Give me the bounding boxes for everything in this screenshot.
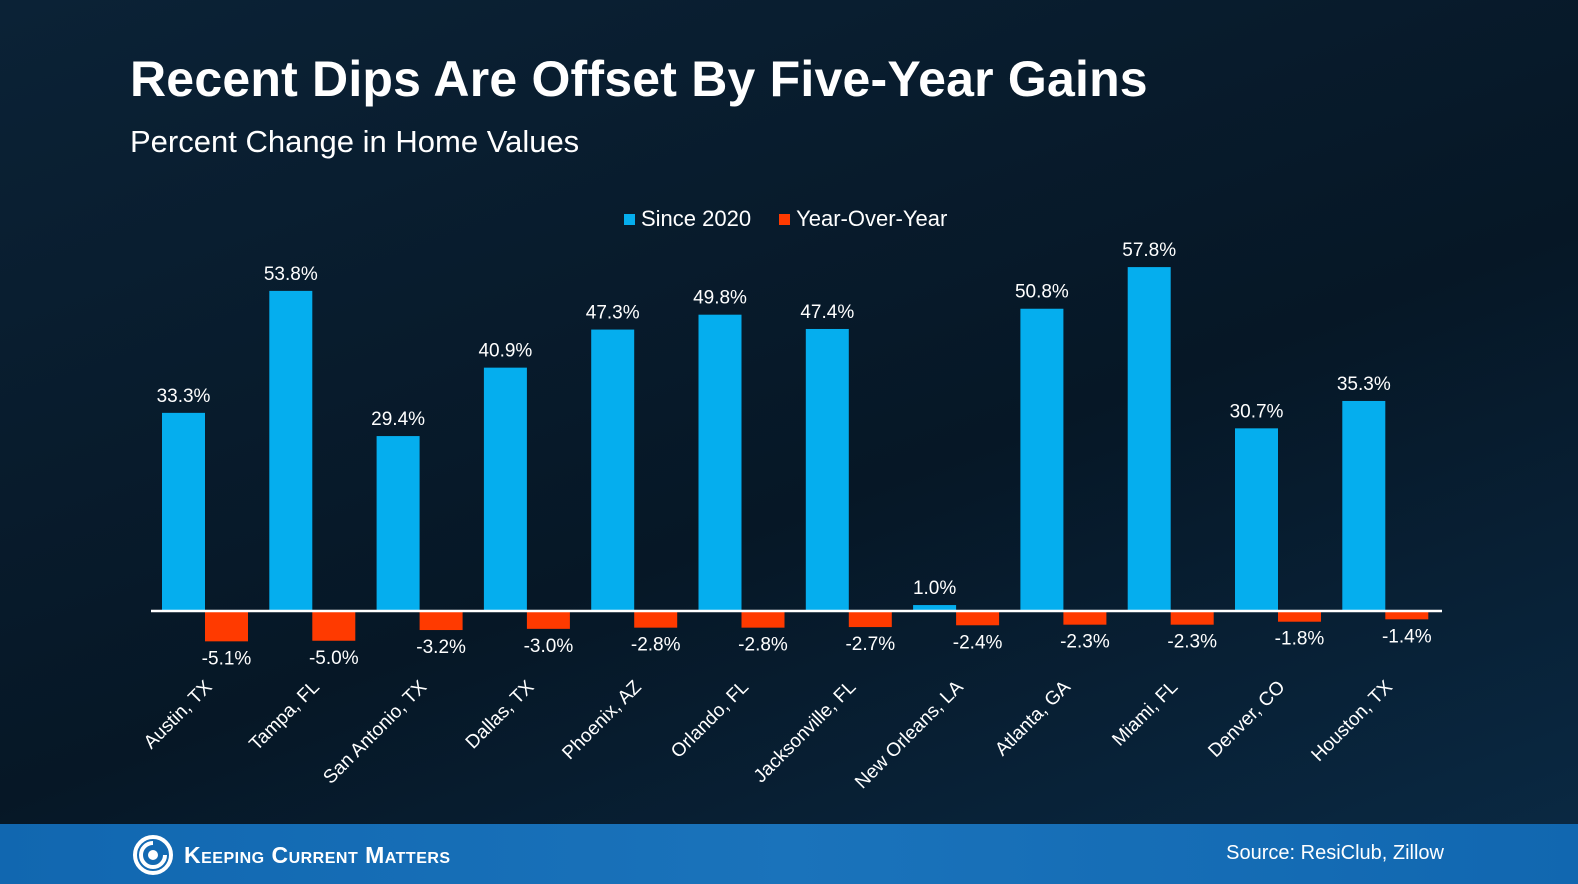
bar-yoy-phoenix-az [634,611,678,628]
x-tick-label-denver-co: Denver, CO [1204,677,1289,762]
x-tick-label-new-orleans-la: New Orleans, LA [851,676,968,793]
legend-label-since-2020: Since 2020 [641,206,752,231]
bar-since-2020-denver-co [1235,428,1278,611]
bar-yoy-tampa-fl [312,611,356,641]
bar-since-2020-tampa-fl [269,290,313,611]
bar-yoy-orlando-fl [741,611,785,628]
x-tick-label-austin-tx: Austin, TX [140,676,217,753]
data-label-yoy-jacksonville-fl: -2.7% [845,634,895,655]
data-label-since-2020-miami-fl: 57.8% [1122,240,1176,261]
legend-item-year-over-year: Year-Over-Year [779,206,947,232]
legend-label-year-over-year: Year-Over-Year [796,206,948,231]
bar-yoy-houston-tx [1385,611,1429,620]
bar-since-2020-miami-fl [1127,267,1171,611]
bar-yoy-jacksonville-fl [848,611,892,628]
bar-since-2020-phoenix-az [591,329,635,611]
data-label-yoy-san-antonio-tx: -3.2% [416,637,466,658]
chart-title: Recent Dips Are Offset By Five-Year Gain… [130,51,1148,107]
bar-since-2020-san-antonio-tx [376,436,420,611]
brand-logo: Keeping Current Matters [132,834,451,876]
data-label-since-2020-houston-tx: 35.3% [1337,374,1391,395]
x-tick-label-phoenix-az: Phoenix, AZ [558,676,646,764]
bar-since-2020-austin-tx [162,412,205,611]
data-label-yoy-atlanta-ga: -2.3% [1060,632,1110,653]
bar-chart: 33.3% -5.1% Austin, TX 53.8% -5.0% Tampa, FL 2… [140,240,1432,793]
data-label-since-2020-dallas-tx: 40.9% [478,341,532,362]
chart-legend: Since 2020 Year-Over-Year [624,206,947,232]
data-label-yoy-miami-fl: -2.3% [1167,632,1217,653]
bar-since-2020-new-orleans-la [913,605,957,611]
data-label-since-2020-denver-co: 30.7% [1230,401,1284,422]
data-label-since-2020-austin-tx: 33.3% [157,386,211,407]
data-label-since-2020-orlando-fl: 49.8% [693,288,747,309]
bar-since-2020-houston-tx [1342,400,1386,611]
data-label-since-2020-jacksonville-fl: 47.4% [800,302,854,323]
bar-yoy-dallas-tx [526,611,570,629]
legend-item-since-2020: Since 2020 [624,206,751,232]
data-label-yoy-dallas-tx: -3.0% [524,636,574,657]
swirl-logo-icon [133,835,173,875]
data-label-since-2020-new-orleans-la: 1.0% [913,578,956,599]
data-label-yoy-austin-tx: -5.1% [202,648,252,669]
x-tick-label-atlanta-ga: Atlanta, GA [991,676,1075,760]
data-label-since-2020-phoenix-az: 47.3% [586,303,640,324]
x-tick-label-orlando-fl: Orlando, FL [667,677,753,763]
bar-yoy-atlanta-ga [1063,611,1107,625]
data-label-since-2020-san-antonio-tx: 29.4% [371,409,425,430]
data-label-yoy-new-orleans-la: -2.4% [953,632,1003,653]
x-tick-label-jacksonville-fl: Jacksonville, FL [750,677,860,787]
bar-yoy-denver-co [1278,611,1321,622]
brand-name: Keeping Current Matters [184,841,451,868]
bar-since-2020-orlando-fl [698,314,742,611]
bar-yoy-san-antonio-tx [419,611,463,631]
bar-since-2020-jacksonville-fl [805,328,849,611]
data-label-yoy-houston-tx: -1.4% [1382,626,1432,647]
data-label-yoy-tampa-fl: -5.0% [309,648,359,669]
x-tick-label-dallas-tx: Dallas, TX [462,676,539,753]
data-label-since-2020-atlanta-ga: 50.8% [1015,282,1069,303]
x-tick-label-san-antonio-tx: San Antonio, TX [319,676,431,788]
x-tick-label-tampa-fl: Tampa, FL [246,677,324,755]
legend-swatch-since-2020 [624,213,635,225]
x-tick-label-miami-fl: Miami, FL [1108,677,1182,751]
data-label-yoy-phoenix-az: -2.8% [631,635,681,656]
chart-subtitle: Percent Change in Home Values [130,124,580,159]
legend-swatch-year-over-year [779,213,791,225]
bar-yoy-new-orleans-la [956,611,1000,626]
source-note: Source: ResiClub, Zillow [1226,842,1444,864]
bar-yoy-miami-fl [1170,611,1214,625]
bar-since-2020-atlanta-ga [1020,308,1064,611]
bar-yoy-austin-tx [205,611,248,642]
x-tick-label-houston-tx: Houston, TX [1308,676,1398,766]
bar-since-2020-dallas-tx [483,367,527,611]
data-label-since-2020-tampa-fl: 53.8% [264,264,318,285]
data-label-yoy-orlando-fl: -2.8% [738,635,788,656]
footer-bar: Keeping Current Matters Source: ResiClub… [0,824,1578,884]
data-label-yoy-denver-co: -1.8% [1275,629,1325,650]
